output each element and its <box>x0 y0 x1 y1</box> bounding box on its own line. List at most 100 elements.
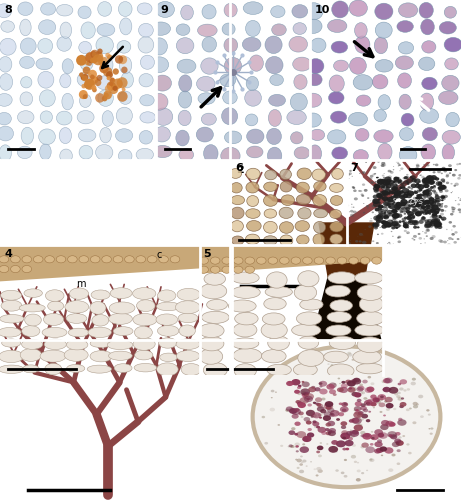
Circle shape <box>394 194 401 198</box>
Ellipse shape <box>136 256 146 263</box>
Ellipse shape <box>19 56 35 68</box>
Ellipse shape <box>245 90 261 106</box>
Ellipse shape <box>160 353 177 362</box>
Ellipse shape <box>114 364 132 372</box>
Circle shape <box>404 176 408 179</box>
Ellipse shape <box>305 19 322 34</box>
Circle shape <box>424 184 430 188</box>
Ellipse shape <box>109 313 132 324</box>
Circle shape <box>380 396 384 398</box>
Ellipse shape <box>179 325 195 336</box>
Circle shape <box>402 177 406 180</box>
Circle shape <box>319 388 328 394</box>
Circle shape <box>82 84 86 88</box>
Text: 6: 6 <box>236 162 243 172</box>
Ellipse shape <box>46 290 64 302</box>
Circle shape <box>430 176 434 180</box>
Circle shape <box>299 470 304 474</box>
Circle shape <box>375 190 378 192</box>
Circle shape <box>386 184 392 188</box>
Circle shape <box>446 182 449 184</box>
Circle shape <box>442 167 446 170</box>
Circle shape <box>411 205 415 208</box>
Circle shape <box>384 182 389 186</box>
Circle shape <box>393 212 397 214</box>
Circle shape <box>435 177 439 180</box>
Circle shape <box>90 82 95 86</box>
Ellipse shape <box>196 127 213 142</box>
Circle shape <box>289 406 294 410</box>
Circle shape <box>401 398 404 400</box>
Ellipse shape <box>263 236 277 246</box>
Circle shape <box>354 460 357 463</box>
Ellipse shape <box>118 150 132 162</box>
Circle shape <box>408 200 414 203</box>
Circle shape <box>403 187 406 188</box>
Ellipse shape <box>444 38 461 52</box>
Circle shape <box>352 388 357 391</box>
Circle shape <box>355 410 361 415</box>
Circle shape <box>352 378 361 384</box>
Circle shape <box>425 242 426 244</box>
Circle shape <box>359 233 363 236</box>
Ellipse shape <box>280 235 293 246</box>
Circle shape <box>348 437 353 440</box>
Circle shape <box>325 422 331 426</box>
Circle shape <box>391 220 399 226</box>
Circle shape <box>375 184 379 188</box>
Ellipse shape <box>101 57 113 73</box>
Circle shape <box>339 402 343 405</box>
Circle shape <box>355 240 358 242</box>
Ellipse shape <box>375 3 393 20</box>
Circle shape <box>372 198 380 204</box>
Circle shape <box>372 204 375 208</box>
Circle shape <box>431 175 437 180</box>
Circle shape <box>378 204 384 208</box>
Ellipse shape <box>279 222 294 234</box>
Ellipse shape <box>157 363 178 376</box>
Circle shape <box>91 57 97 63</box>
Ellipse shape <box>296 182 309 193</box>
Circle shape <box>386 203 391 206</box>
Circle shape <box>383 192 388 196</box>
Circle shape <box>388 468 393 472</box>
Circle shape <box>352 430 359 434</box>
Ellipse shape <box>177 350 200 362</box>
Circle shape <box>410 178 412 180</box>
Circle shape <box>434 210 439 214</box>
Circle shape <box>406 194 412 198</box>
Circle shape <box>340 432 350 440</box>
Ellipse shape <box>18 110 34 124</box>
Circle shape <box>340 406 349 412</box>
Ellipse shape <box>210 266 220 274</box>
Ellipse shape <box>333 60 349 72</box>
Circle shape <box>418 181 421 183</box>
Ellipse shape <box>201 312 229 324</box>
Ellipse shape <box>204 272 225 285</box>
Circle shape <box>455 231 458 234</box>
Ellipse shape <box>245 266 254 274</box>
Circle shape <box>349 430 359 437</box>
Ellipse shape <box>176 130 189 146</box>
Circle shape <box>378 402 385 407</box>
Ellipse shape <box>225 131 242 143</box>
Ellipse shape <box>78 129 96 142</box>
Circle shape <box>437 226 443 229</box>
Circle shape <box>416 194 421 198</box>
Ellipse shape <box>246 208 260 218</box>
Circle shape <box>382 196 388 201</box>
Circle shape <box>353 378 360 382</box>
Ellipse shape <box>40 144 51 160</box>
Circle shape <box>291 414 299 418</box>
Ellipse shape <box>178 313 198 322</box>
Ellipse shape <box>0 74 12 90</box>
Ellipse shape <box>92 314 109 326</box>
Ellipse shape <box>199 266 208 274</box>
Circle shape <box>437 222 440 224</box>
Circle shape <box>334 383 337 385</box>
Ellipse shape <box>40 111 53 124</box>
Circle shape <box>314 402 317 404</box>
Circle shape <box>83 95 87 99</box>
Ellipse shape <box>420 93 434 110</box>
Circle shape <box>286 381 294 386</box>
